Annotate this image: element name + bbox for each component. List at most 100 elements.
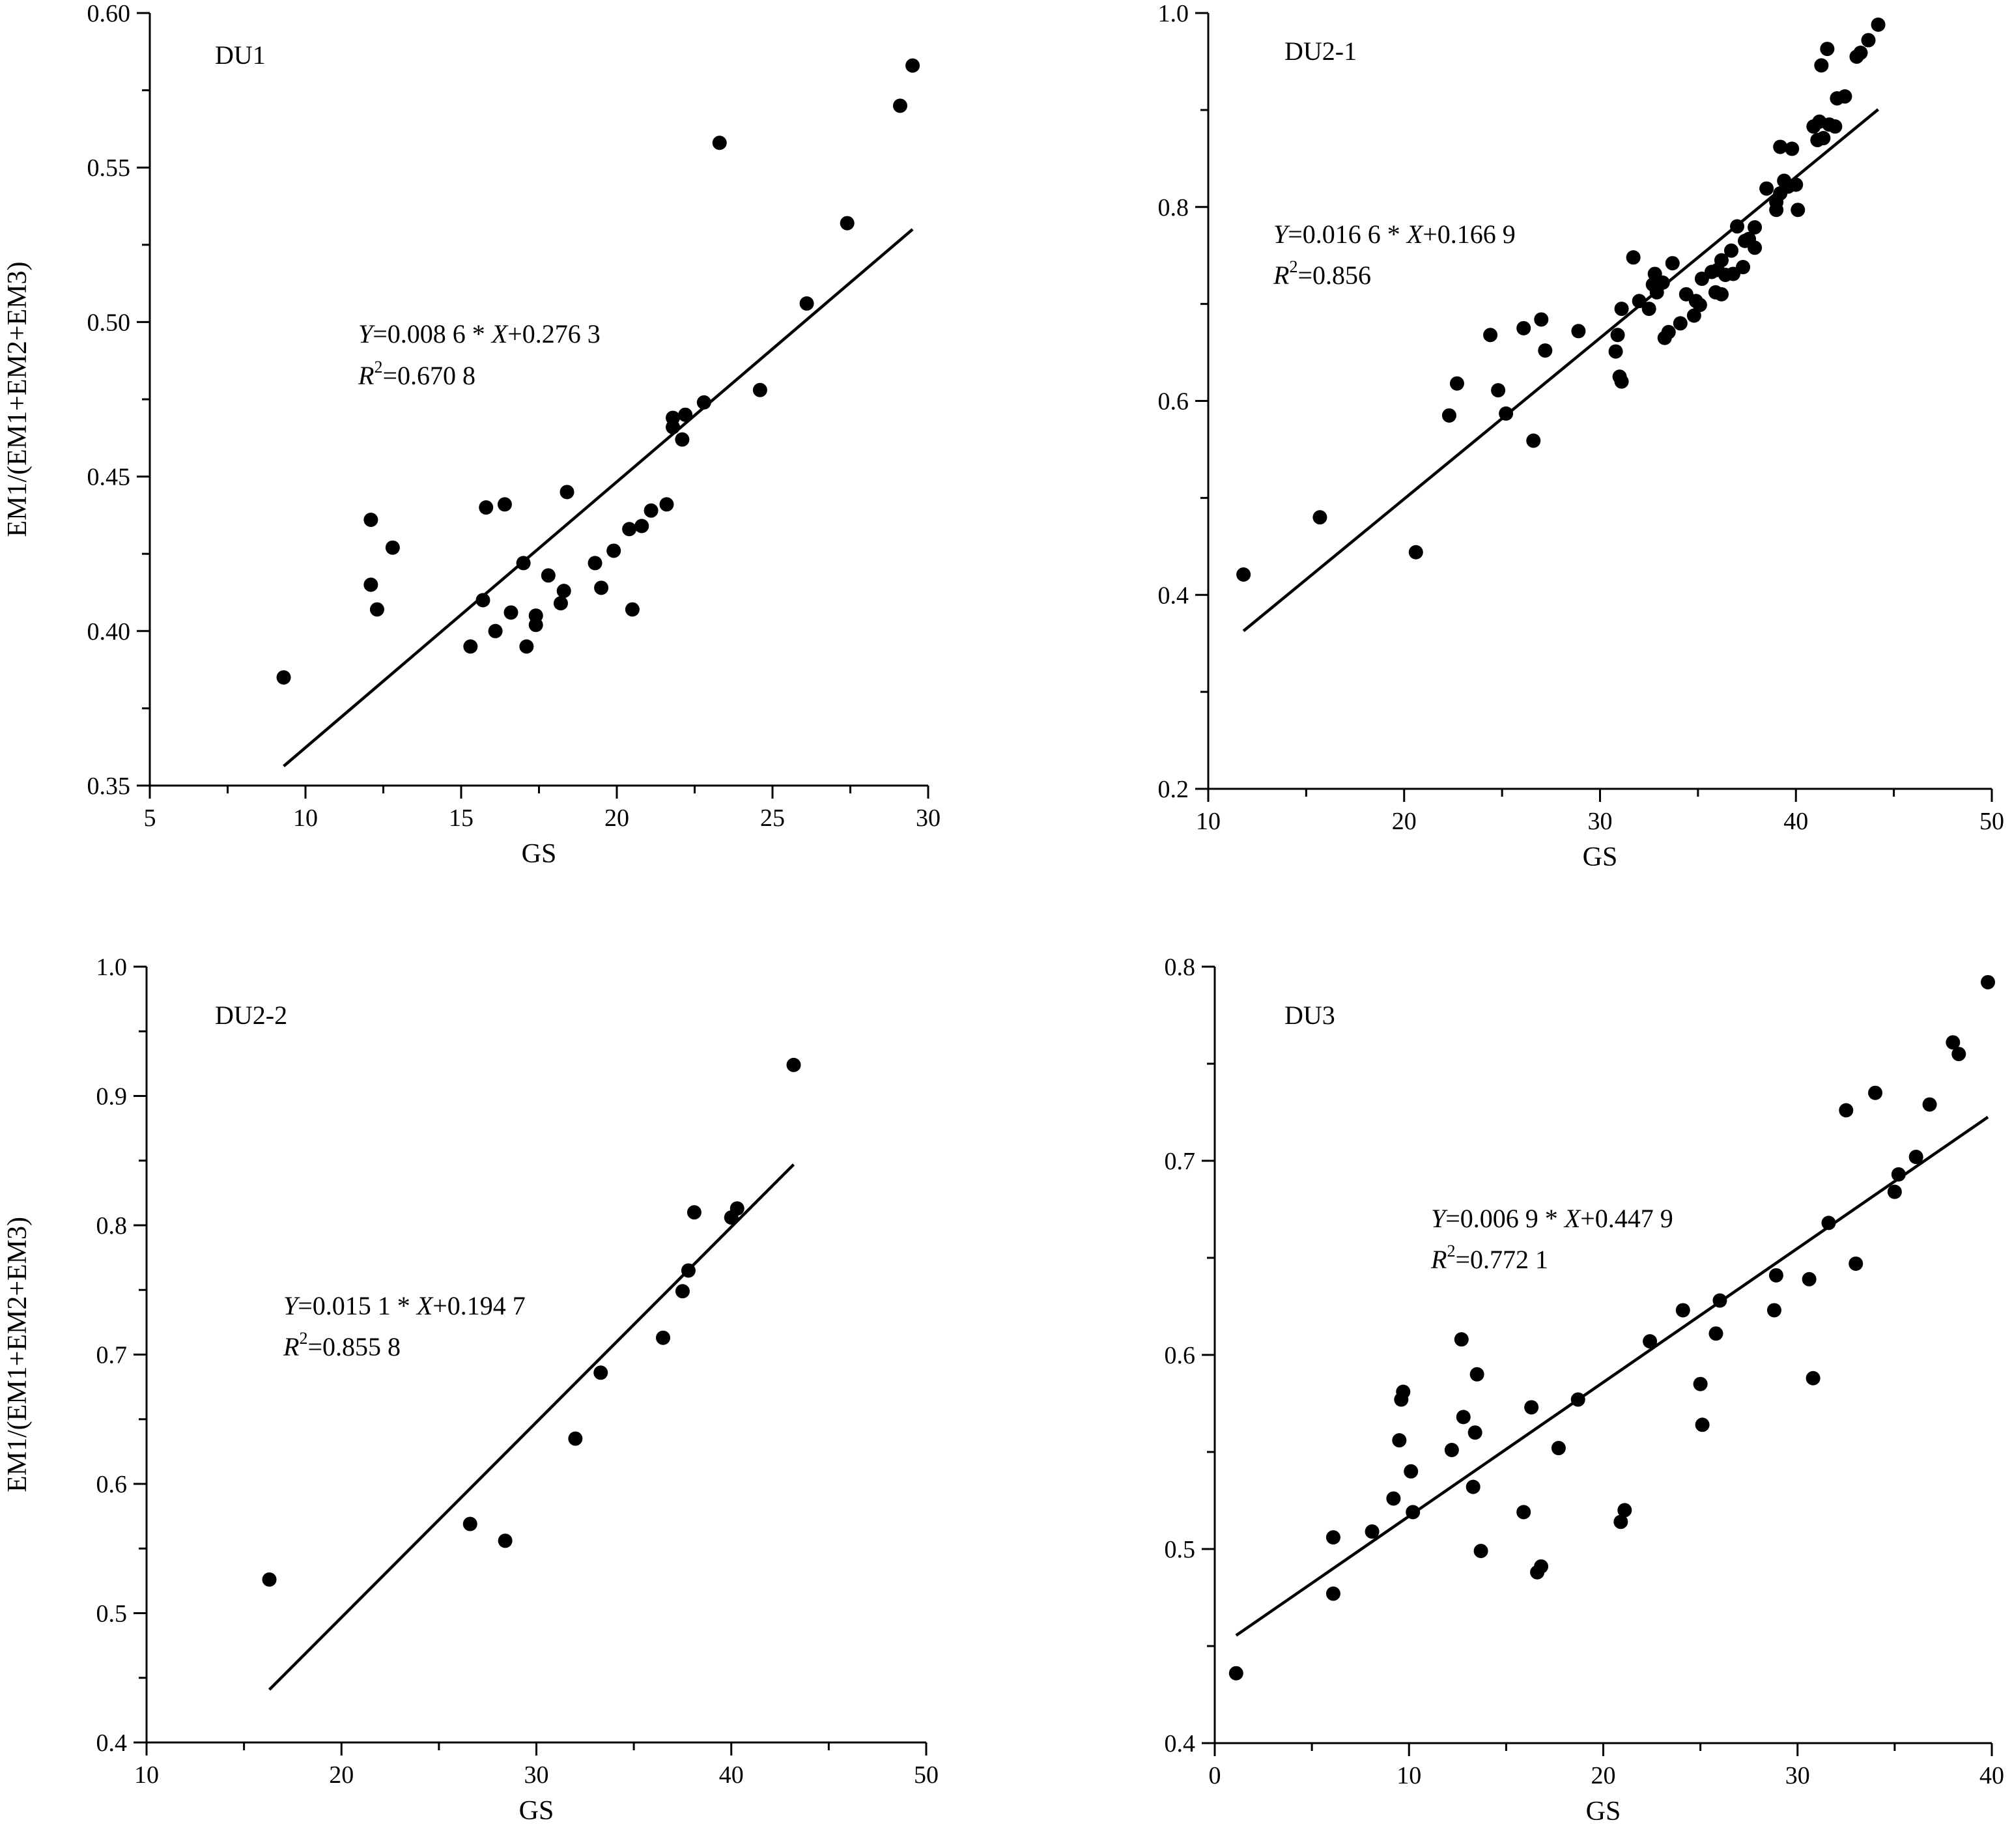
data-point [1534,312,1549,327]
data-point [1675,1303,1690,1318]
data-point [786,1057,801,1072]
y-tick-label: 0.60 [87,0,131,27]
data-point [519,639,534,654]
r-var: R [358,361,374,390]
eq-intercept: +0.276 3 [507,319,601,348]
y-axis-title: EM1/(EM1+EM2+EM3) [3,261,33,537]
x-tick-label: 10 [293,804,318,832]
r-squared: R2=0.855 8 [283,1329,401,1361]
data-point [656,1330,671,1345]
data-point [1861,33,1876,48]
eq-y-var: Y [283,1291,300,1320]
data-point [1981,974,1996,989]
x-tick-label: 30 [916,804,941,832]
r-sup: 2 [374,358,382,377]
data-point [1392,1433,1407,1448]
data-point [1828,119,1843,134]
data-point [1396,1384,1411,1399]
data-point [1946,1035,1961,1050]
data-point [730,1201,744,1216]
data-point [488,623,503,638]
data-point [1789,177,1804,192]
data-point [1456,1410,1471,1425]
data-point [385,540,400,555]
data-point [1325,1530,1340,1545]
x-tick-label: 40 [719,1761,744,1789]
data-point [1524,1400,1539,1415]
x-tick-label: 30 [524,1761,549,1789]
data-point [1714,253,1729,268]
data-point [593,1365,608,1380]
y-tick-label: 0.4 [1158,582,1189,609]
x-axis-title: GS [522,839,557,869]
r-value: =0.772 1 [1455,1245,1548,1274]
y-tick-label: 0.4 [1165,1730,1196,1757]
data-point [625,602,640,617]
eq-x-var: X [416,1291,434,1320]
r-value: =0.856 [1297,261,1371,290]
data-point [369,602,384,617]
x-tick-label: 10 [1196,808,1221,835]
data-point [1386,1491,1401,1506]
r-sup: 2 [1289,257,1297,276]
data-point [1499,406,1514,421]
data-point [1708,1326,1723,1341]
data-point [1610,328,1625,343]
data-point [892,98,907,113]
data-point [681,1263,696,1278]
panel-du2-1: 10 20 30 40 50 0.2 0.4 0.6 0.8 1.0 GS DU2-1 Y=0.016 … [1158,0,2005,872]
data-point [1228,1666,1243,1681]
data-point [1626,250,1641,265]
data-point [1617,1503,1632,1518]
x-tick-label: 40 [1979,1762,2004,1789]
data-point [712,135,727,150]
x-tick-label: 50 [914,1761,939,1789]
data-point [594,580,609,595]
data-point [1534,1559,1549,1574]
data-point [1891,1167,1906,1182]
data-point [1641,302,1656,317]
y-tick-label: 0.6 [1158,388,1189,416]
y-tick-label: 0.50 [87,309,131,336]
data-point [1571,324,1586,339]
data-point [1473,1543,1488,1558]
y-tick-label: 0.6 [96,1471,128,1498]
panel-title: DU3 [1284,1001,1335,1030]
data-point [1922,1097,1937,1112]
regression-equation: Y=0.006 9 * X+0.447 9 [1431,1204,1673,1233]
data-point [503,605,518,620]
regression-line [268,1163,795,1691]
panel-du1: 5 10 15 20 25 30 0.35 0.40 0.45 0.50 0.55 0.60 GS EM1… [3,0,941,869]
data-point [1837,89,1852,104]
data-point [1951,1047,1966,1062]
eq-x-var: X [1406,220,1424,249]
data-point [1408,545,1423,560]
y-tick-label: 0.9 [96,1083,128,1111]
regression-line [1235,1116,1989,1637]
x-axis-title: GS [519,1796,554,1826]
panel-title: DU2-2 [215,1001,287,1030]
data-point [659,497,674,512]
r-sup: 2 [1447,1242,1455,1260]
data-point [1868,1085,1883,1100]
data-point [1821,1215,1836,1230]
data-point [1736,260,1751,275]
y-tick-label: 0.5 [96,1600,128,1628]
data-point [1712,1293,1727,1308]
data-point [1714,287,1729,302]
data-point [528,608,543,623]
data-point [1791,203,1806,218]
r-value: =0.855 8 [307,1332,401,1361]
regression-line [283,228,914,767]
x-tick-label: 20 [1392,808,1417,835]
data-point [1469,1367,1484,1382]
eq-y-var: Y [358,319,375,348]
data-point [1686,308,1701,323]
r-var: R [283,1332,299,1361]
eq-intercept: +0.166 9 [1423,220,1516,249]
eq-x-var: X [1563,1204,1581,1233]
data-point [462,1516,477,1531]
y-tick-label: 0.8 [96,1212,128,1240]
data-point [1365,1524,1380,1539]
data-point [1695,1417,1710,1432]
